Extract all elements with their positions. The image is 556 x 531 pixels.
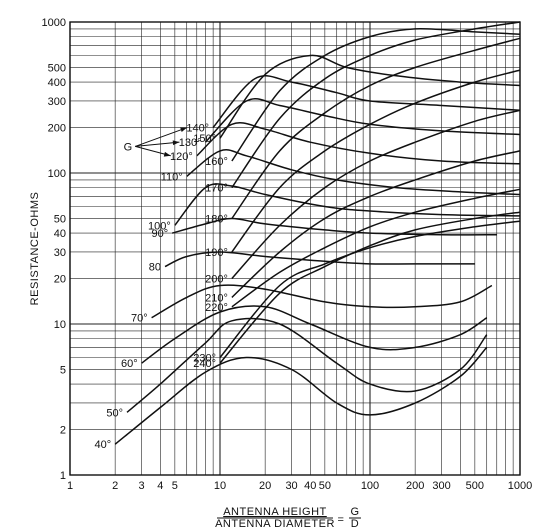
y-tick-label: 100 xyxy=(48,168,66,180)
curve-50deg xyxy=(126,317,488,413)
x-axis-title-d: D xyxy=(351,518,359,530)
g-arrow-head xyxy=(172,140,180,146)
y-tick-label: 5 xyxy=(60,364,66,376)
x-tick-label: 4 xyxy=(157,480,163,492)
curve-label: 170° xyxy=(205,183,228,195)
y-tick-label: 40 xyxy=(54,228,66,240)
x-tick-label: 300 xyxy=(432,480,450,492)
curve-190deg xyxy=(231,69,521,253)
curve-label: 240° xyxy=(193,358,216,370)
g-annotation: G xyxy=(124,127,188,157)
curve-180deg xyxy=(231,37,521,219)
x-tick-label: 10 xyxy=(214,480,226,492)
x-tick-label: 3 xyxy=(139,480,145,492)
curve-90deg xyxy=(172,217,497,236)
curve-60deg xyxy=(141,305,488,364)
curve-label: 120° xyxy=(170,151,193,163)
y-tick-label: 20 xyxy=(54,274,66,286)
x-axis-title-numerator: ANTENNA HEIGHT xyxy=(223,506,327,518)
curve-label: 90° xyxy=(152,228,169,240)
curve-label: 230° xyxy=(193,353,216,365)
curve-240deg xyxy=(219,211,521,364)
curve-label: 160° xyxy=(205,156,228,168)
y-tick-label: 300 xyxy=(48,96,66,108)
x-tick-label: 20 xyxy=(259,480,271,492)
curve-110deg xyxy=(186,149,521,196)
curve-230deg xyxy=(219,220,521,358)
g-arrow-head xyxy=(180,127,188,132)
curve-label: 180° xyxy=(205,214,228,226)
curve-label: 190° xyxy=(205,247,228,259)
curve-label: 110° xyxy=(161,171,183,183)
y-tick-label: 10 xyxy=(54,319,66,331)
x-tick-label: 200 xyxy=(406,480,424,492)
x-axis-title-g: G xyxy=(350,506,359,518)
y-tick-label: 400 xyxy=(48,77,66,89)
y-tick-label: 30 xyxy=(54,247,66,259)
y-tick-label: 1 xyxy=(60,470,66,482)
curve-label: 140° xyxy=(186,123,209,135)
curve-200deg xyxy=(231,109,521,280)
x-tick-label: 50 xyxy=(319,480,331,492)
curves xyxy=(114,21,521,445)
curve-label: 60° xyxy=(121,358,138,370)
curve-label: 150° xyxy=(193,133,216,145)
x-tick-label: 1000 xyxy=(508,480,532,492)
curve-labels: 40° 50° 60° 70° 80 90°100° 110° 120° 130° 140°150… xyxy=(95,123,228,452)
curve-label: 50° xyxy=(106,407,123,419)
x-tick-label: 40 xyxy=(304,480,316,492)
x-tick-label: 1 xyxy=(67,480,73,492)
curve-label: 130° xyxy=(179,137,202,149)
curve-160deg xyxy=(231,28,521,162)
curve-70deg xyxy=(151,284,493,319)
x-tick-label: 30 xyxy=(285,480,297,492)
g-arrow-line xyxy=(135,141,180,147)
curve-label: 210° xyxy=(205,292,228,304)
curve-170deg xyxy=(231,21,521,189)
x-tick-labels: 1 2 3 4 5 10 20 30 40 50 100 200 300 500 1000 xyxy=(67,480,532,492)
curve-100deg xyxy=(174,183,521,226)
x-axis-title: ANTENNA HEIGHT ANTENNA DIAMETER = G D xyxy=(215,506,361,530)
curve-label: 200° xyxy=(205,274,228,286)
x-tick-label: 2 xyxy=(112,480,118,492)
curve-120deg xyxy=(196,122,521,165)
g-annotation-arrows xyxy=(135,127,188,157)
y-axis-title: RESISTANCE-OHMS xyxy=(29,192,41,306)
curve-label: 70° xyxy=(131,313,148,325)
g-annotation-label: G xyxy=(124,141,133,153)
curve-label: 80 xyxy=(149,262,161,274)
grid xyxy=(69,21,521,476)
y-tick-label: 200 xyxy=(48,123,66,135)
plot-frame xyxy=(69,21,521,476)
y-tick-labels: 1 2 5 10 20 30 40 50 100 200 300 400 500 1000 xyxy=(42,17,66,482)
y-tick-label: 1000 xyxy=(42,17,66,29)
x-tick-label: 100 xyxy=(361,480,379,492)
curve-220deg xyxy=(231,188,521,308)
x-axis-title-denominator: ANTENNA DIAMETER xyxy=(215,518,335,530)
curve-label: 100° xyxy=(148,220,171,232)
g-arrow-line xyxy=(135,127,188,147)
curve-80 xyxy=(164,251,475,268)
x-tick-label: 500 xyxy=(466,480,484,492)
x-axis-title-equals: = xyxy=(338,514,345,526)
curve-210deg xyxy=(231,150,521,298)
curve-150deg xyxy=(219,54,521,139)
curve-label: 40° xyxy=(95,439,112,451)
g-arrow-head xyxy=(163,151,171,157)
curve-label: 220° xyxy=(205,302,228,314)
curve-40deg xyxy=(114,346,488,445)
y-tick-label: 500 xyxy=(48,62,66,74)
y-tick-label: 2 xyxy=(60,425,66,437)
x-tick-label: 5 xyxy=(172,480,178,492)
y-tick-label: 50 xyxy=(54,213,66,225)
curve-140deg xyxy=(212,75,521,128)
curve-130deg xyxy=(204,97,521,143)
